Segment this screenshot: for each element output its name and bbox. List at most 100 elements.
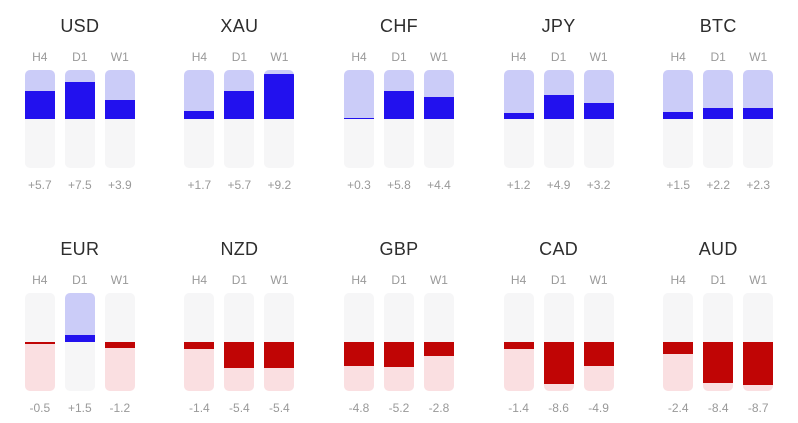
bar-tint-segment [743,384,774,391]
strength-bar [583,293,614,391]
timeframe-label: W1 [749,273,768,287]
bar-fill-segment [663,342,694,354]
timeframe-columns: H4 +1.5 D1 +2.2 W1 +2.3 [663,50,774,192]
timeframe-columns: H4 +1.2 D1 +4.9 W1 +3.2 [503,50,614,192]
strength-value: +5.7 [27,178,52,192]
bar-fill-segment [583,342,614,366]
bar-neutral-segment [703,118,734,168]
strength-bar [224,293,255,391]
strength-bar [663,293,694,391]
bar-tint-segment [583,366,614,391]
strength-bar [64,70,95,168]
timeframe-label: W1 [429,50,448,64]
bar-fill-segment [24,91,55,119]
bar-tint-segment [743,70,774,108]
bar-tint-segment [343,70,374,118]
strength-value: +5.7 [227,178,252,192]
bar-fill-segment [423,97,454,119]
strength-value: -1.2 [109,401,131,415]
timeframe-label: W1 [110,50,129,64]
currency-title: GBP [379,239,419,259]
timeframe-column: W1 -1.2 [104,273,135,415]
bar-neutral-segment [343,293,374,342]
strength-bar [264,293,295,391]
strength-row-bottom: EUR H4 -0.5 D1 +1.5 W1 -1.2 NZD H4 -1.4 D1 -5.4 W1 -5… [0,223,798,415]
currency-panel: BTC H4 +1.5 D1 +2.2 W1 +2.3 [638,0,798,192]
bar-neutral-segment [543,118,574,168]
strength-value: +2.3 [746,178,771,192]
bar-neutral-segment [743,118,774,168]
strength-bar [543,293,574,391]
strength-value: -8.7 [747,401,769,415]
timeframe-column: H4 +5.7 [24,50,55,192]
bar-fill-segment [343,342,374,366]
bar-fill-segment [184,342,215,349]
bar-neutral-segment [703,293,734,342]
timeframe-column: W1 +3.9 [104,50,135,192]
bar-neutral-segment [503,293,534,342]
bar-fill-segment [743,342,774,385]
timeframe-column: W1 -4.9 [583,273,614,415]
timeframe-label: W1 [589,50,608,64]
bar-neutral-segment [64,341,95,391]
bar-tint-segment [264,70,295,74]
strength-bar [703,70,734,168]
timeframe-column: W1 -8.7 [743,273,774,415]
strength-value: +9.2 [267,178,292,192]
strength-bar [543,70,574,168]
timeframe-column: W1 +3.2 [583,50,614,192]
strength-bar [423,293,454,391]
strength-value: +7.5 [67,178,92,192]
strength-value: +3.2 [586,178,611,192]
strength-bar [343,293,374,391]
currency-panel: CAD H4 -1.4 D1 -8.6 W1 -4.9 [479,223,639,415]
bar-fill-segment [264,73,295,119]
bar-tint-segment [383,70,414,91]
currency-title: USD [60,16,100,36]
timeframe-column: D1 -8.6 [543,273,574,415]
timeframe-columns: H4 -1.4 D1 -5.4 W1 -5.4 [184,273,295,415]
bar-tint-segment [543,384,574,391]
bar-tint-segment [383,367,414,391]
bar-tint-segment [184,348,215,391]
bar-neutral-segment [383,118,414,168]
timeframe-column: H4 -0.5 [24,273,55,415]
bar-neutral-segment [224,293,255,342]
bar-tint-segment [104,70,135,100]
timeframe-column: W1 -5.4 [264,273,295,415]
bar-fill-segment [224,342,255,369]
bar-neutral-segment [663,118,694,168]
bar-tint-segment [423,70,454,98]
bar-neutral-segment [104,293,135,342]
bar-neutral-segment [264,118,295,168]
bar-fill-segment [663,111,694,119]
bar-neutral-segment [503,118,534,168]
bar-fill-segment [503,342,534,349]
bar-tint-segment [24,344,55,391]
strength-value: +0.3 [347,178,371,192]
currency-panel: NZD H4 -1.4 D1 -5.4 W1 -5.4 [160,223,320,415]
bar-tint-segment [343,365,374,391]
bar-fill-segment [64,334,95,342]
bar-fill-segment [423,342,454,356]
timeframe-label: D1 [231,50,248,64]
bar-tint-segment [104,347,135,391]
timeframe-column: W1 +2.3 [743,50,774,192]
bar-tint-segment [423,355,454,391]
bar-neutral-segment [423,293,454,342]
bar-fill-segment [224,91,255,119]
strength-value: -2.8 [428,401,450,415]
strength-bar [184,70,215,168]
timeframe-label: D1 [550,273,567,287]
timeframe-label: H4 [670,50,686,64]
bar-fill-segment [543,342,574,385]
timeframe-columns: H4 +1.7 D1 +5.7 W1 +9.2 [184,50,295,192]
bar-neutral-segment [383,293,414,342]
strength-bar [383,293,414,391]
bar-fill-segment [343,117,374,119]
bar-fill-segment [543,94,574,119]
timeframe-column: D1 +2.2 [703,50,734,192]
bar-neutral-segment [743,293,774,342]
bar-fill-segment [104,342,135,348]
strength-value: +3.9 [107,178,132,192]
